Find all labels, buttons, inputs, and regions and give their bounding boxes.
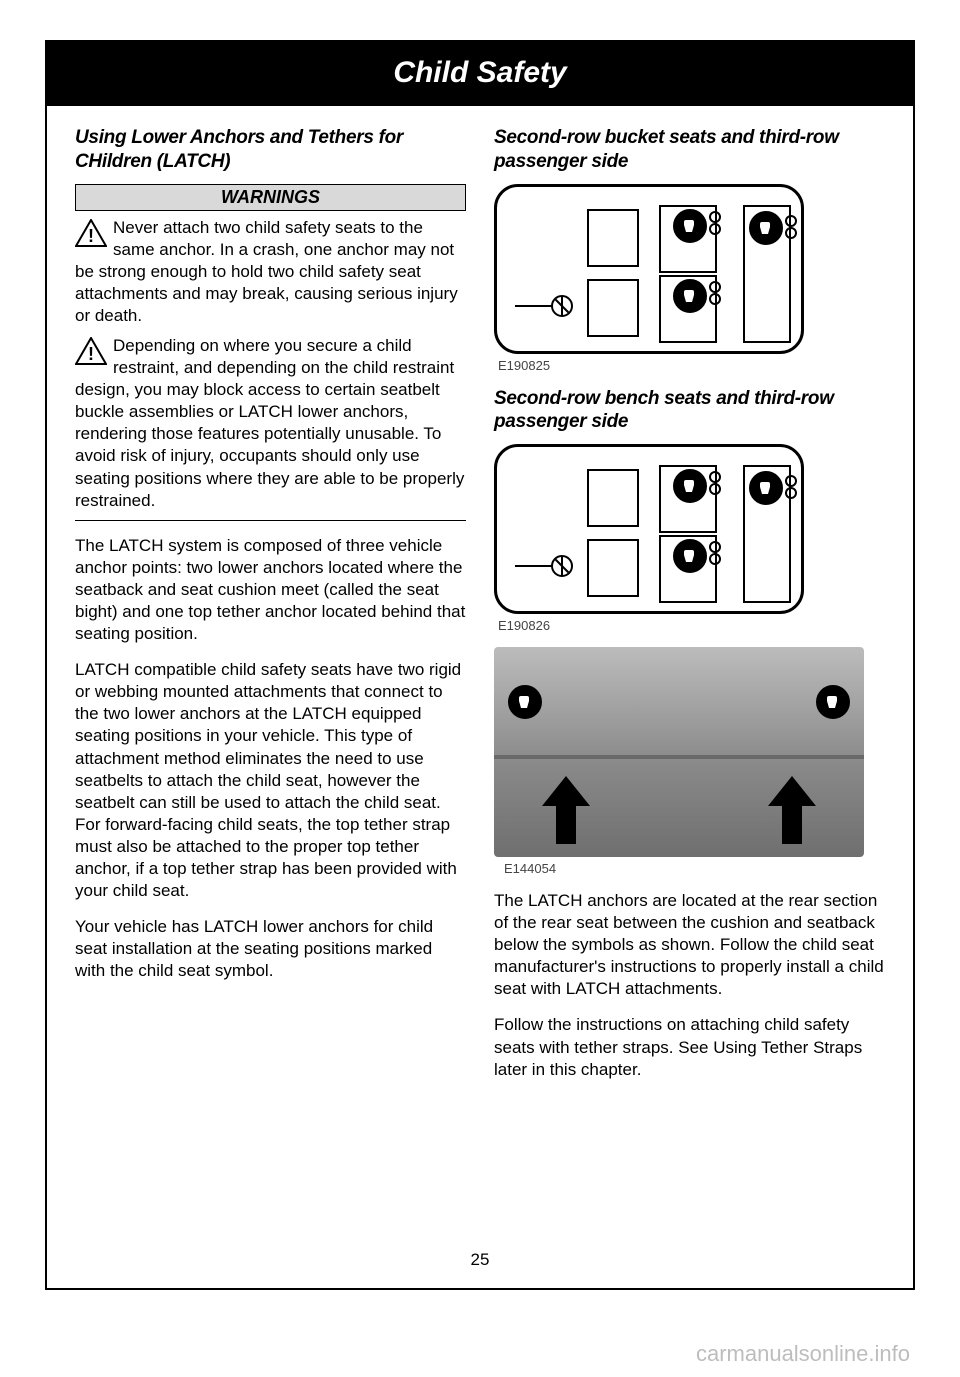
child-seat-icon (508, 685, 542, 719)
child-seat-icon (749, 471, 783, 505)
steering-stem (515, 565, 553, 567)
warnings-header: WARNINGS (75, 184, 466, 211)
page-frame: Child Safety Using Lower Anchors and Tet… (45, 40, 915, 1290)
warning-triangle-icon: ! (75, 219, 107, 247)
subheading: Second-row bucket seats and third-row pa… (494, 126, 885, 174)
anchor-dots-icon (709, 211, 721, 235)
steering-wheel-icon (551, 295, 573, 317)
chapter-title: Child Safety (393, 56, 566, 89)
warning-block-2: ! Depending on where you secure a child … (75, 335, 466, 512)
seat-box (587, 539, 639, 597)
up-arrow-icon (768, 776, 816, 849)
seat-diagram-bench (494, 444, 804, 614)
body-paragraph: The LATCH system is composed of three ve… (75, 535, 466, 645)
anchor-dots-icon (709, 541, 721, 565)
chapter-header: Child Safety (47, 42, 913, 106)
child-seat-icon (816, 685, 850, 719)
warning-block-1: ! Never attach two child safety seats to… (75, 217, 466, 327)
page-number: 25 (47, 1250, 913, 1270)
steering-wheel-icon (551, 555, 573, 577)
seat-box (587, 469, 639, 527)
anchor-dots-icon (709, 471, 721, 495)
right-column: Second-row bucket seats and third-row pa… (494, 126, 885, 1095)
child-seat-icon (673, 209, 707, 243)
body-paragraph: LATCH compatible child safety seats have… (75, 659, 466, 902)
warning-triangle-icon: ! (75, 337, 107, 365)
figure-caption: E190826 (498, 618, 885, 633)
body-paragraph: Your vehicle has LATCH lower anchors for… (75, 916, 466, 982)
svg-text:!: ! (88, 226, 94, 246)
subheading: Second-row bench seats and third-row pas… (494, 387, 885, 435)
warning-text-2: Depending on where you secure a child re… (75, 336, 464, 510)
seat-box (587, 209, 639, 267)
content-area: Using Lower Anchors and Tethers for CHil… (47, 106, 913, 1095)
section-title: Using Lower Anchors and Tethers for CHil… (75, 126, 466, 174)
watermark-text: carmanualsonline.info (696, 1341, 910, 1367)
steering-stem (515, 305, 553, 307)
figure-caption: E144054 (504, 861, 885, 876)
svg-text:!: ! (88, 344, 94, 364)
seat-diagram-bucket (494, 184, 804, 354)
latch-location-photo (494, 647, 864, 857)
seat-box (587, 279, 639, 337)
figure-caption: E190825 (498, 358, 885, 373)
anchor-dots-icon (785, 215, 797, 239)
warning-text-1: Never attach two child safety seats to t… (75, 218, 458, 325)
anchor-dots-icon (709, 281, 721, 305)
child-seat-icon (673, 279, 707, 313)
left-column: Using Lower Anchors and Tethers for CHil… (75, 126, 466, 1095)
seat-seam (494, 755, 864, 759)
child-seat-icon (673, 539, 707, 573)
up-arrow-icon (542, 776, 590, 849)
child-seat-icon (673, 469, 707, 503)
warnings-divider (75, 520, 466, 521)
body-paragraph: Follow the instructions on attaching chi… (494, 1014, 885, 1080)
anchor-dots-icon (785, 475, 797, 499)
body-paragraph: The LATCH anchors are located at the rea… (494, 890, 885, 1000)
child-seat-icon (749, 211, 783, 245)
